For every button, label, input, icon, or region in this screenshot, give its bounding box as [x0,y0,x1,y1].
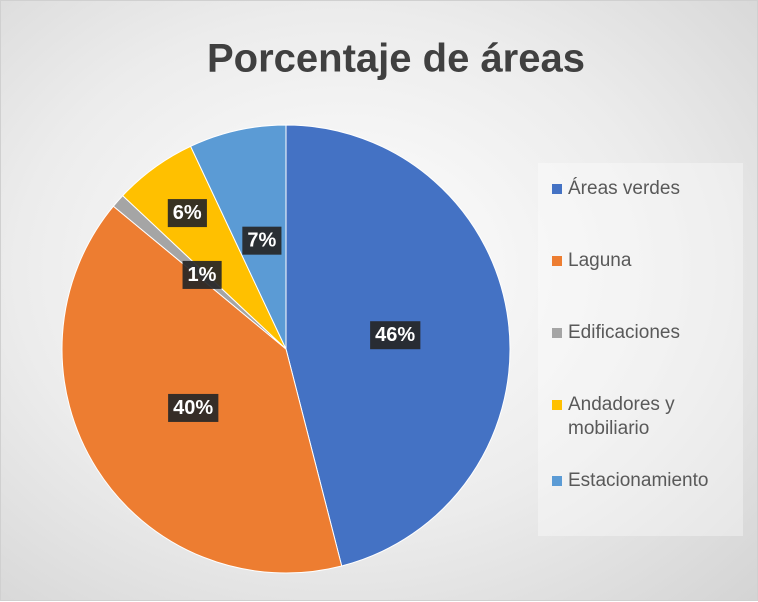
legend-swatch [552,256,562,266]
data-label: 1% [182,260,222,289]
chart-title: Porcentaje de áreas [207,37,585,81]
data-label-box [167,199,207,228]
data-label: 46% [370,321,421,350]
legend-swatch [552,328,562,338]
legend-entry: Andadores y mobiliario [552,393,740,441]
legend-swatch [552,184,562,194]
legend-swatch [552,400,562,410]
data-label-box [168,393,219,422]
pie-slice [189,124,287,350]
legend-label: Laguna [568,250,632,271]
data-label-box [182,260,222,289]
data-label-text: 40% [173,397,213,419]
data-label-text: 7% [247,230,276,252]
legend-label: Andadores y mobiliario [568,394,675,439]
legend-swatch [552,476,562,486]
legend-label: Áreas verdes [568,178,680,199]
data-label-text: 6% [173,202,202,224]
data-label: 7% [242,226,282,255]
legend-label: Edificaciones [568,322,680,343]
legend-entry: Edificaciones [552,321,740,345]
data-label-box [370,321,421,350]
data-label-text: 1% [188,264,217,286]
data-label: 40% [168,393,219,422]
pie-slice [61,205,343,574]
data-label-box [242,226,282,255]
legend: Áreas verdes Laguna Edificaciones Andadores… [538,163,743,536]
legend-label: Estacionamiento [568,470,709,491]
data-label-text: 46% [375,324,415,346]
legend-entry: Áreas verdes [552,177,740,201]
legend-entry: Laguna [552,249,740,273]
legend-entry: Estacionamiento [552,469,740,493]
data-label: 6% [167,199,207,228]
